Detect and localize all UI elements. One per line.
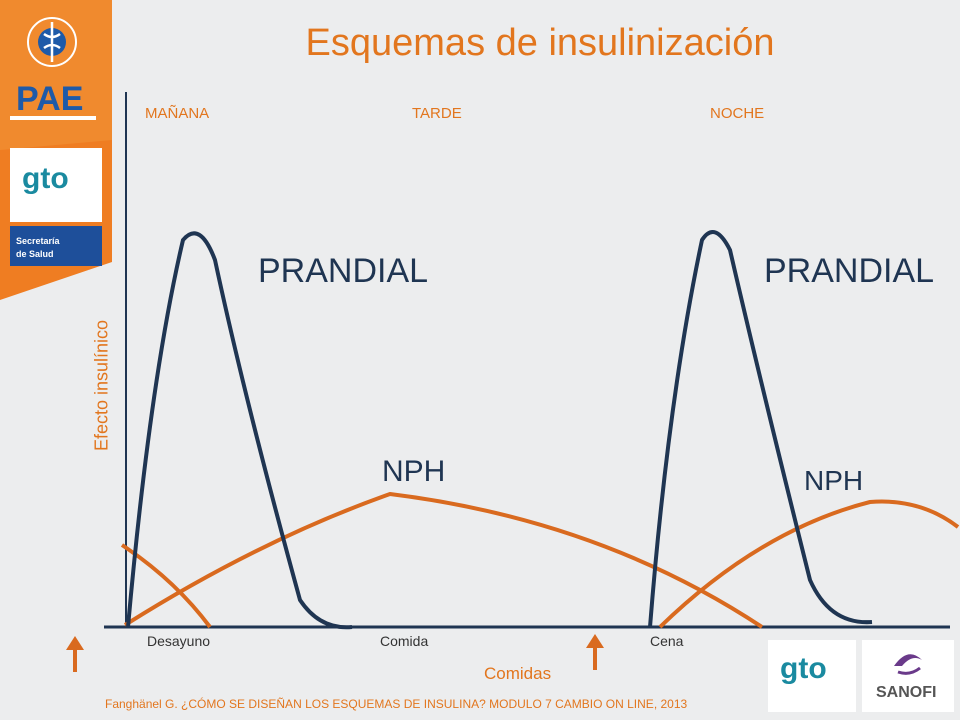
sidebar-banner: PAE gto Secretaría de Salud: [0, 0, 112, 300]
sanofi-logo: SANOFI: [862, 640, 954, 712]
caduceus-emblem-icon: [27, 17, 77, 67]
gto-bottom-logo-text: gto: [780, 652, 827, 685]
nph-label-2: NPH: [804, 465, 864, 496]
gto-logo-box: [10, 148, 102, 222]
prandial-label-2: PRANDIAL: [764, 252, 935, 290]
period-noche: NOCHE: [710, 105, 765, 122]
nph-curve-2: [658, 499, 960, 629]
prandial-label-1: PRANDIAL: [258, 252, 429, 290]
meal-desayuno: Desayuno: [147, 633, 211, 649]
sanofi-bird-icon: [894, 654, 922, 675]
x-axis-label: Comidas: [484, 664, 552, 683]
secretaria-logo-box: [10, 226, 102, 266]
gto-bottom-logo: gto: [768, 640, 856, 712]
nph-curve-1: [123, 491, 764, 629]
sanofi-logo-text: SANOFI: [876, 684, 937, 701]
citation-text: Fanghänel G. ¿CÓMO SE DISEÑAN LOS ESQUEM…: [105, 697, 688, 711]
period-tarde: TARDE: [412, 105, 462, 122]
nph-label-1: NPH: [382, 455, 446, 488]
svg-text:Secretaría: Secretaría: [16, 236, 61, 246]
meal-arrow-middle-icon: [586, 634, 604, 670]
prandial-curve-1: [126, 231, 353, 630]
meal-cena: Cena: [650, 633, 684, 649]
y-axis-label: Efecto insulínico: [91, 319, 112, 452]
slide-title: Esquemas de insulinización: [305, 22, 775, 64]
gto-logo-text: gto: [22, 162, 69, 195]
svg-text:de Salud: de Salud: [16, 249, 54, 259]
meal-arrow-left-icon: [66, 636, 84, 672]
period-manana: MAÑANA: [145, 105, 210, 122]
pae-logo-text: PAE: [16, 80, 83, 118]
meal-comida: Comida: [380, 633, 429, 649]
prandial-curve-2: [648, 230, 873, 628]
